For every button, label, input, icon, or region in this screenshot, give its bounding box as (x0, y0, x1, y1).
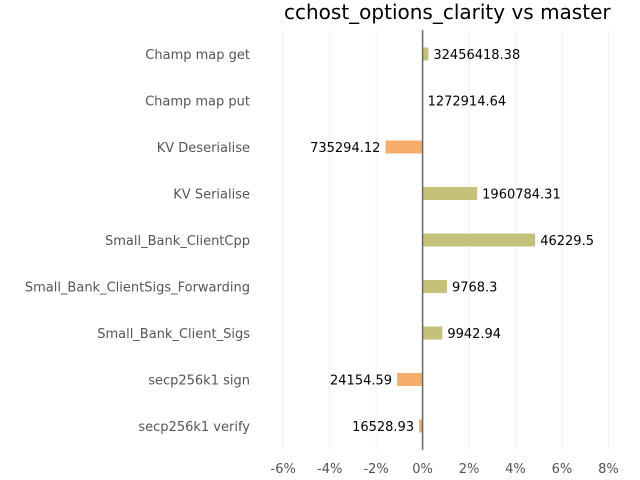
bar (422, 47, 429, 61)
category-label: Small_Bank_ClientSigs_Forwarding (25, 281, 250, 296)
x-tick-label: 8% (598, 462, 619, 477)
bar (422, 187, 478, 200)
grid-layer (282, 30, 609, 450)
value-label: 46229.5 (540, 234, 594, 249)
bar (422, 326, 443, 340)
x-tick-label: 0% (412, 462, 433, 477)
category-label: secp256k1 sign (148, 374, 250, 389)
category-label: Champ map get (145, 48, 250, 63)
category-label: KV Deserialise (157, 141, 250, 156)
x-tick-label: -2% (363, 462, 388, 477)
category-label: Small_Bank_Client_Sigs (97, 327, 250, 342)
value-label: 32456418.38 (433, 48, 520, 63)
x-tick-label: -6% (271, 462, 296, 477)
value-label: 1960784.31 (482, 188, 561, 203)
bar (422, 280, 447, 293)
chart-title: cchost_options_clarity vs master (284, 0, 611, 24)
bar (422, 233, 536, 247)
value-label: 9942.94 (447, 327, 501, 342)
value-label: 1272914.64 (428, 95, 507, 110)
bar (385, 140, 423, 154)
category-label: KV Serialise (173, 188, 250, 203)
label-layer: -6% -4% -2% 0% 2% 4% 6% 8% Champ map get 32456418… (25, 48, 619, 477)
category-label: Champ map put (145, 95, 250, 110)
x-tick-label: 2% (459, 462, 480, 477)
x-tick-label: 4% (505, 462, 526, 477)
value-label: 735294.12 (310, 141, 380, 156)
bar (419, 419, 423, 433)
category-label: Small_Bank_ClientCpp (105, 234, 250, 249)
category-label: secp256k1 verify (138, 420, 250, 435)
value-label: 24154.59 (330, 374, 392, 389)
value-label: 9768.3 (452, 281, 498, 296)
x-tick-label: 6% (552, 462, 573, 477)
bar (397, 373, 423, 386)
value-label: 16528.93 (352, 420, 414, 435)
bar-layer (385, 47, 536, 433)
x-tick-label: -4% (317, 462, 342, 477)
